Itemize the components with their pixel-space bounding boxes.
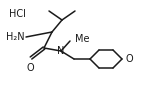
Text: O: O: [26, 63, 34, 73]
Text: HCl: HCl: [9, 9, 26, 19]
Text: H₂N: H₂N: [6, 32, 25, 42]
Text: Me: Me: [75, 34, 89, 44]
Text: N: N: [57, 46, 65, 56]
Text: O: O: [126, 54, 134, 64]
